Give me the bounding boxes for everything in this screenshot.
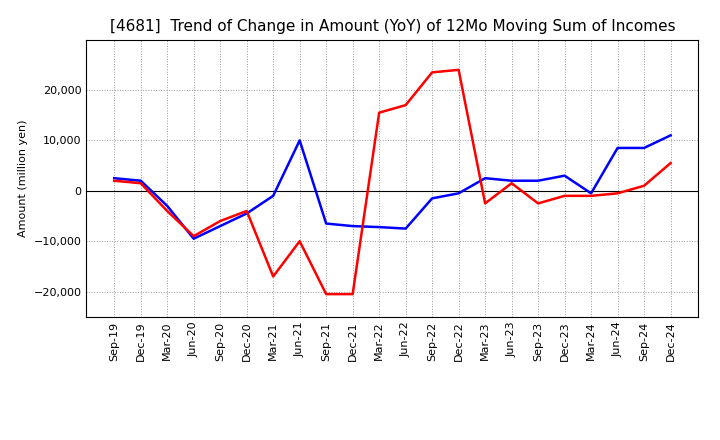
Net Income <box>295 238 304 244</box>
Ordinary Income <box>401 226 410 231</box>
Ordinary Income <box>481 176 490 181</box>
Net Income <box>243 208 251 213</box>
Ordinary Income <box>534 178 542 183</box>
Net Income <box>110 178 119 183</box>
Net Income <box>428 70 436 75</box>
Net Income <box>560 193 569 198</box>
Line: Ordinary Income: Ordinary Income <box>114 136 670 238</box>
Ordinary Income <box>136 178 145 183</box>
Net Income <box>136 180 145 186</box>
Net Income <box>508 180 516 186</box>
Net Income <box>640 183 649 188</box>
Ordinary Income <box>163 203 171 209</box>
Ordinary Income <box>375 224 384 230</box>
Ordinary Income <box>508 178 516 183</box>
Y-axis label: Amount (million yen): Amount (million yen) <box>18 119 28 237</box>
Net Income <box>613 191 622 196</box>
Line: Net Income: Net Income <box>114 70 670 294</box>
Ordinary Income <box>348 224 357 229</box>
Ordinary Income <box>587 191 595 196</box>
Ordinary Income <box>269 193 277 198</box>
Net Income <box>375 110 384 115</box>
Net Income <box>587 193 595 198</box>
Title: [4681]  Trend of Change in Amount (YoY) of 12Mo Moving Sum of Incomes: [4681] Trend of Change in Amount (YoY) o… <box>109 19 675 34</box>
Ordinary Income <box>560 173 569 178</box>
Ordinary Income <box>666 133 675 138</box>
Ordinary Income <box>322 221 330 226</box>
Net Income <box>454 67 463 73</box>
Net Income <box>534 201 542 206</box>
Ordinary Income <box>428 196 436 201</box>
Net Income <box>189 234 198 239</box>
Net Income <box>401 103 410 108</box>
Net Income <box>163 208 171 213</box>
Net Income <box>216 218 225 224</box>
Ordinary Income <box>110 176 119 181</box>
Net Income <box>481 201 490 206</box>
Ordinary Income <box>613 145 622 150</box>
Ordinary Income <box>295 138 304 143</box>
Net Income <box>666 161 675 166</box>
Net Income <box>348 291 357 297</box>
Ordinary Income <box>243 211 251 216</box>
Net Income <box>269 274 277 279</box>
Net Income <box>322 291 330 297</box>
Ordinary Income <box>216 224 225 229</box>
Ordinary Income <box>454 191 463 196</box>
Ordinary Income <box>640 145 649 150</box>
Ordinary Income <box>189 236 198 241</box>
